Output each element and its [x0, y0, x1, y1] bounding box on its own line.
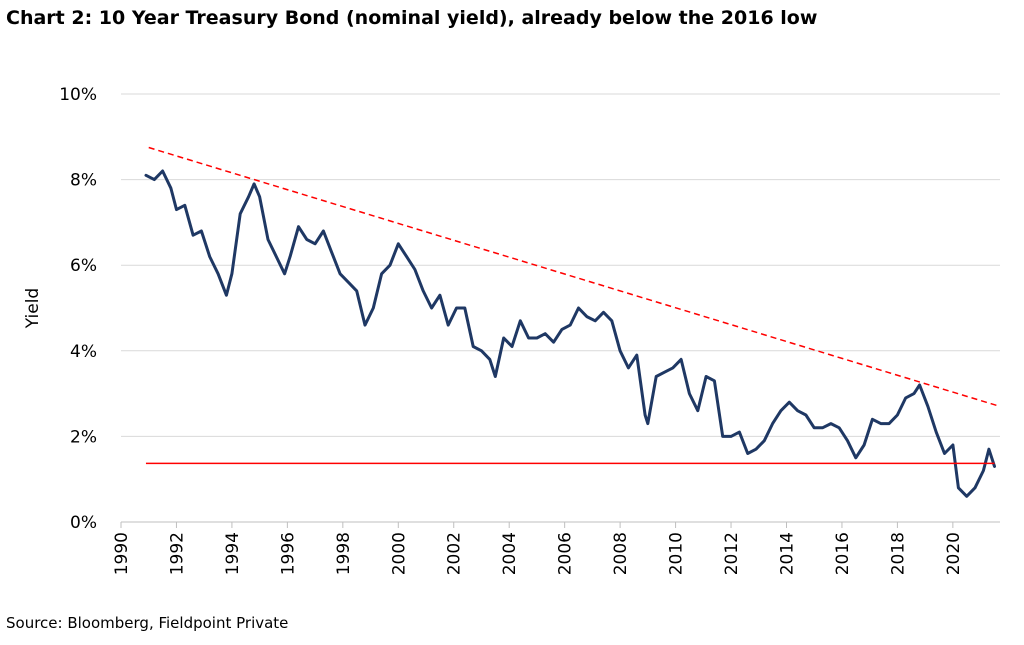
trendline-dashed: [148, 146, 1001, 408]
x-tick-label: 1998: [334, 532, 354, 575]
y-tick-label: 10%: [59, 85, 97, 105]
x-tick-label: 1994: [223, 532, 243, 575]
x-tick-label: 1992: [167, 532, 187, 575]
y-tick-label: 4%: [70, 342, 97, 362]
x-tick-label: 2008: [611, 532, 631, 575]
x-tick-label: 2004: [500, 532, 520, 575]
x-tick-label: 2000: [389, 532, 409, 575]
x-tick-label: 2020: [944, 532, 964, 575]
x-tick-label: 2002: [445, 532, 465, 575]
y-tick-label: 2%: [70, 427, 97, 447]
x-tick-label: 2018: [888, 532, 908, 575]
y-tick-label: 6%: [70, 256, 97, 276]
x-tick-label: 2006: [556, 532, 576, 575]
x-tick-label: 2012: [722, 532, 742, 575]
x-tick-label: 2014: [777, 532, 797, 575]
source-note: Source: Bloomberg, Fieldpoint Private: [6, 614, 289, 632]
y-tick-label: 8%: [70, 171, 97, 191]
yield-series-line: [144, 169, 996, 498]
x-tick-label: 2016: [833, 532, 853, 575]
x-tick-label: 2010: [667, 532, 687, 575]
x-tick-label: 1990: [112, 532, 132, 575]
chart-title: Chart 2: 10 Year Treasury Bond (nominal …: [6, 7, 818, 29]
x-tick-label: 1996: [278, 532, 298, 575]
y-tick-label: 0%: [70, 513, 97, 533]
y-axis-label: Yield: [23, 288, 43, 329]
